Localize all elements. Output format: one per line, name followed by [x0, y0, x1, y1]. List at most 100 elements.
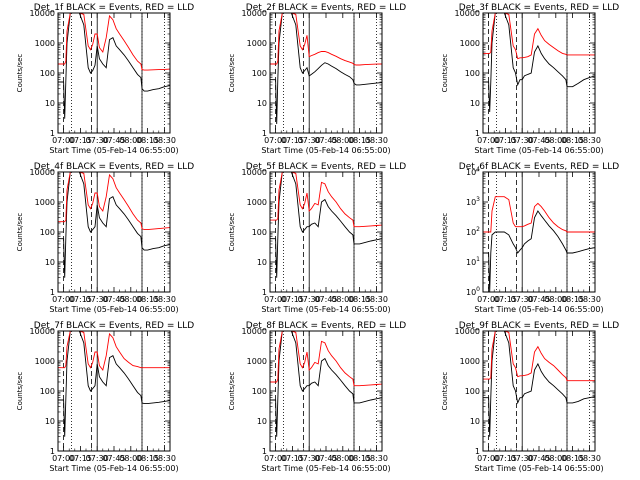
y-tick-label: 1000	[460, 39, 480, 48]
y-tick-label: 1	[475, 447, 480, 456]
x-tick-label: 08:15	[561, 136, 584, 145]
lld-series-line	[270, 13, 382, 66]
x-tick-label: 08:00	[331, 295, 354, 304]
events-series-line	[483, 13, 595, 113]
detector-panel: Det_9f BLACK = Events, RED = LLD Counts/s…	[441, 321, 619, 473]
events-series-line	[483, 331, 595, 437]
lld-series-line	[270, 172, 382, 228]
x-tick-label: 08:30	[578, 454, 601, 463]
detector-panel: Det_5f BLACK = Events, RED = LLD Counts/s…	[228, 162, 406, 314]
y-tick-label: 10	[45, 417, 55, 426]
y-tick-label: 1000	[35, 357, 55, 366]
x-axis-label: Start Time (05-Feb-14 06:55:00)	[474, 146, 603, 155]
x-tick-label: 08:30	[365, 295, 388, 304]
x-tick-label: 07:00	[264, 295, 287, 304]
y-tick-label: 1	[50, 129, 55, 138]
x-tick-label: 07:00	[264, 454, 287, 463]
y-tick-label: 10000	[30, 168, 55, 177]
x-axis-label: Start Time (05-Feb-14 06:55:00)	[261, 464, 390, 473]
x-tick-label: 07:30	[511, 454, 534, 463]
x-tick-label: 07:45	[102, 454, 125, 463]
detector-panel: Det_7f BLACK = Events, RED = LLD Counts/s…	[16, 321, 194, 473]
lld-series-line	[58, 13, 170, 71]
x-tick-label: 07:00	[264, 136, 287, 145]
x-tick-label: 07:45	[527, 454, 550, 463]
lld-series-line	[483, 331, 595, 382]
x-tick-label: 08:00	[544, 295, 567, 304]
events-series-line	[58, 172, 170, 278]
plot-frame	[269, 330, 383, 452]
lld-series-line	[483, 13, 595, 60]
events-series-line	[58, 331, 170, 437]
x-tick-label: 08:00	[331, 136, 354, 145]
x-tick-label: 07:45	[314, 454, 337, 463]
x-tick-label: 07:30	[298, 454, 321, 463]
x-axis-label: Start Time (05-Feb-14 06:55:00)	[474, 305, 603, 314]
y-tick-label: 10000	[30, 9, 55, 18]
y-tick-label: 10000	[455, 9, 480, 18]
y-tick-label: 10	[257, 99, 267, 108]
y-tick-label: 1	[475, 129, 480, 138]
plot-frame	[482, 171, 596, 293]
y-tick-label: 100	[252, 387, 267, 396]
y-tick-label: 100	[40, 387, 55, 396]
y-tick-label: 10000	[242, 168, 267, 177]
y-tick-label: 10000	[30, 327, 55, 336]
x-tick-label: 07:00	[477, 295, 500, 304]
plot-frame	[269, 171, 383, 293]
y-tick-label: 1000	[247, 39, 267, 48]
x-tick-label: 08:15	[561, 295, 584, 304]
y-tick-label: 104	[466, 166, 480, 177]
plot-area	[270, 13, 382, 133]
events-series-line	[270, 13, 382, 125]
x-tick-label: 07:15	[281, 454, 304, 463]
lld-series-line	[58, 172, 170, 231]
x-tick-label: 07:45	[527, 136, 550, 145]
x-tick-label: 08:00	[544, 136, 567, 145]
x-tick-label: 08:30	[365, 454, 388, 463]
x-tick-label: 07:30	[86, 454, 109, 463]
y-axis-label: Counts/sec	[441, 54, 449, 93]
x-axis-label: Start Time (05-Feb-14 06:55:00)	[261, 305, 390, 314]
plot-frame	[269, 12, 383, 134]
plot-frame	[57, 12, 171, 134]
detector-panel: Det_2f BLACK = Events, RED = LLD Counts/s…	[228, 3, 406, 155]
y-tick-label: 1	[50, 288, 55, 297]
x-tick-label: 08:15	[348, 136, 371, 145]
events-series-line	[58, 13, 170, 119]
detector-panel: Det_8f BLACK = Events, RED = LLD Counts/s…	[228, 321, 406, 473]
x-tick-label: 07:45	[102, 295, 125, 304]
plot-area	[58, 13, 170, 133]
detector-panel: Det_4f BLACK = Events, RED = LLD Counts/s…	[16, 162, 194, 314]
y-tick-label: 10	[45, 258, 55, 267]
x-tick-label: 08:00	[119, 295, 142, 304]
x-tick-label: 07:30	[511, 136, 534, 145]
x-tick-label: 07:30	[298, 295, 321, 304]
panel-title: Det_2f BLACK = Events, RED = LLD	[246, 3, 406, 13]
plot-frame	[482, 330, 596, 452]
lld-series-line	[270, 331, 382, 387]
y-tick-label: 100	[252, 69, 267, 78]
x-tick-label: 07:30	[511, 295, 534, 304]
x-tick-label: 08:30	[153, 136, 176, 145]
y-tick-label: 1	[262, 447, 267, 456]
y-axis-label: Counts/sec	[228, 213, 236, 252]
x-tick-label: 07:45	[102, 136, 125, 145]
x-tick-label: 07:30	[86, 136, 109, 145]
y-tick-label: 10	[45, 99, 55, 108]
y-tick-label: 1	[262, 288, 267, 297]
plot-frame	[57, 171, 171, 293]
x-tick-label: 08:15	[561, 454, 584, 463]
detector-panel: Det_1f BLACK = Events, RED = LLD Counts/s…	[16, 3, 194, 155]
y-axis-label: Counts/sec	[16, 54, 24, 93]
panel-title: Det_8f BLACK = Events, RED = LLD	[246, 321, 406, 331]
x-tick-label: 08:15	[136, 136, 159, 145]
x-tick-label: 07:30	[298, 136, 321, 145]
x-tick-label: 08:00	[544, 454, 567, 463]
x-tick-label: 07:15	[494, 136, 517, 145]
x-tick-label: 07:30	[86, 295, 109, 304]
x-tick-label: 08:15	[348, 454, 371, 463]
plot-area	[483, 331, 595, 451]
x-tick-label: 08:00	[119, 454, 142, 463]
